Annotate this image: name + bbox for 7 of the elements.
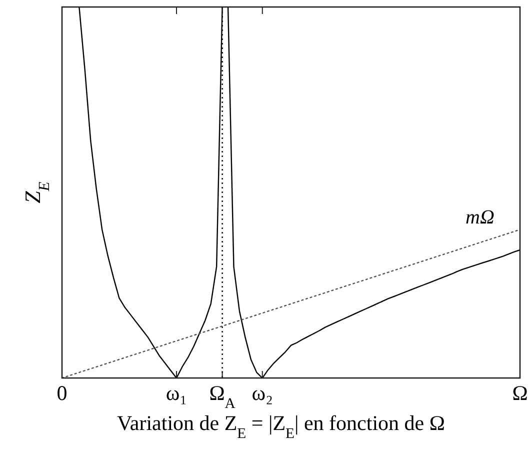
x-axis-title: Variation de Z$_{E}$ = |Z$_{E}$| en fonction de Ω (117, 411, 445, 442)
x-tick-label: 0 (56, 381, 68, 405)
series-label: mΩ (466, 206, 494, 229)
x-tick-label: ω₂ (252, 381, 273, 405)
x-tick-label: ω₁ (166, 381, 188, 405)
x-tick-label: Ω$_{A}$ (209, 381, 236, 412)
x-tick-label: Ω (512, 381, 528, 405)
